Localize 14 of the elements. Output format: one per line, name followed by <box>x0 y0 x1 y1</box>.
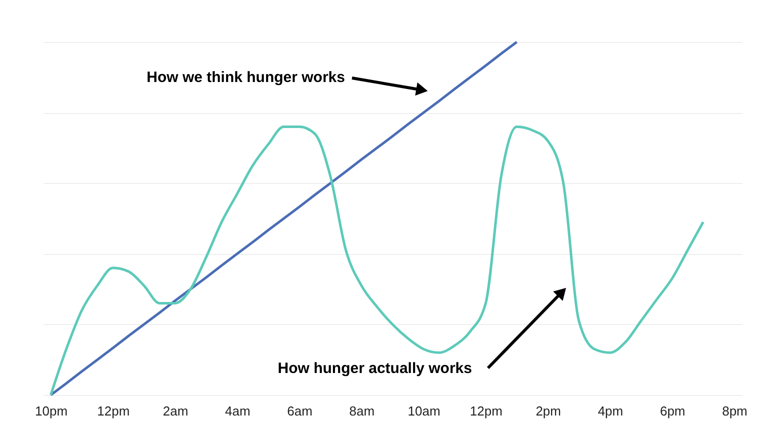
x-tick-label: 6pm <box>660 404 686 418</box>
annotation: How we think hunger works <box>146 69 345 86</box>
x-tick-label: 2am <box>162 404 188 418</box>
annotation: How hunger actually works <box>278 360 472 377</box>
x-tick-label: 12pm <box>470 404 502 418</box>
x-tick-label: 10pm <box>35 404 68 418</box>
x-tick-label: 6am <box>287 404 312 418</box>
x-tick-label: 8pm <box>722 404 748 418</box>
x-tick-label: 4am <box>225 404 250 418</box>
x-tick-label: 8am <box>349 404 375 418</box>
x-tick-label: 4pm <box>598 404 624 418</box>
x-tick-label: 10am <box>408 404 440 418</box>
x-tick-label: 12pm <box>97 404 130 418</box>
x-tick-label: 2pm <box>536 404 561 418</box>
